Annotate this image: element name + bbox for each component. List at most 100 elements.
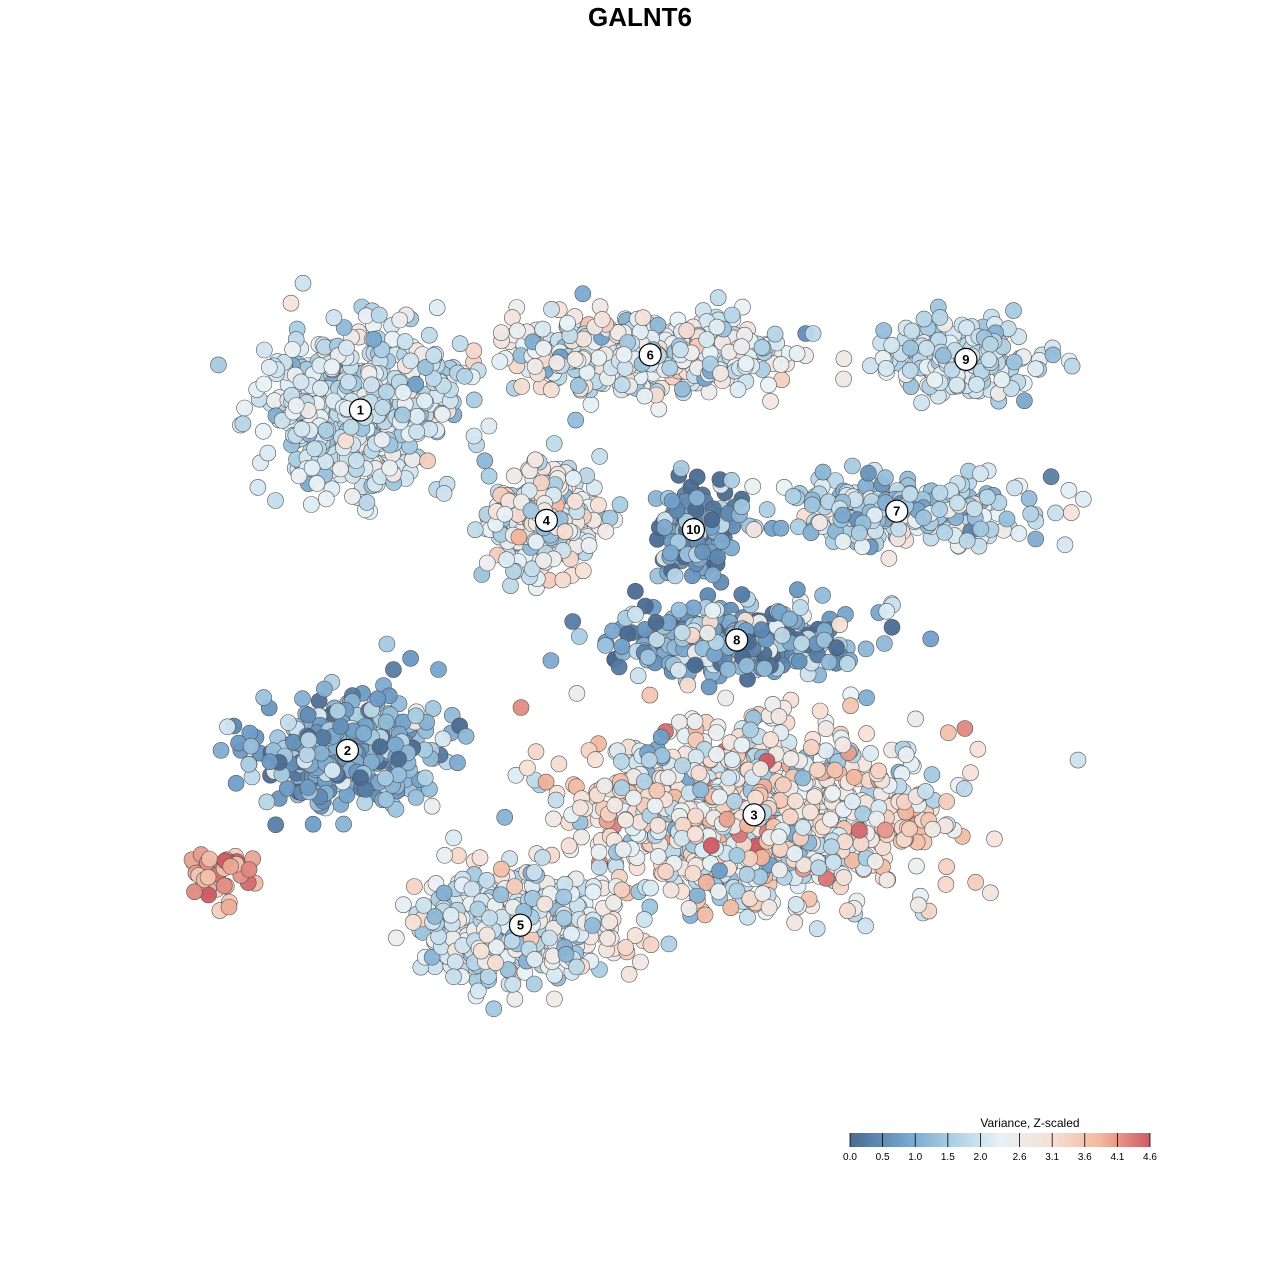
scatter-point: [720, 769, 738, 787]
scatter-point: [533, 474, 550, 492]
scatter-point: [918, 339, 935, 357]
scatter-point: [617, 939, 635, 956]
scatter-point: [502, 577, 519, 595]
scatter-point: [312, 744, 330, 762]
scatter-point: [652, 728, 670, 746]
scatter-point: [534, 849, 551, 866]
scatter-point: [627, 582, 644, 600]
scatter-point: [937, 876, 955, 893]
scatter-point: [794, 769, 812, 787]
scatter-point: [480, 417, 498, 435]
scatter-point: [834, 506, 851, 524]
scatter-point: [663, 492, 681, 510]
scatter-point: [923, 766, 941, 783]
scatter-point: [820, 653, 838, 671]
scatter-point: [850, 821, 868, 839]
scatter-point: [1020, 490, 1038, 507]
scatter-point: [568, 958, 585, 976]
scatter-point: [222, 858, 239, 875]
scatter-point: [451, 335, 469, 353]
scatter-point: [738, 866, 756, 883]
scatter-point: [317, 421, 335, 439]
scatter-point: [897, 746, 915, 764]
scatter-point: [613, 779, 631, 797]
scatter-point: [614, 841, 632, 858]
scatter-point: [814, 587, 831, 604]
scatter-point: [739, 908, 756, 926]
scatter-point: [702, 837, 720, 854]
scatter-point: [958, 532, 976, 550]
cluster-label: 9: [954, 347, 978, 371]
scatter-point: [790, 652, 808, 670]
chart-title: GALNT6: [588, 2, 692, 32]
scatter-point: [853, 538, 871, 555]
scatter-point: [590, 496, 607, 514]
scatter-point: [766, 325, 784, 343]
scatter-point: [342, 418, 360, 436]
scatter-point: [365, 330, 383, 348]
scatter-point: [726, 792, 743, 810]
scatter-point: [880, 550, 898, 567]
scatter-point: [292, 373, 310, 391]
scatter-point: [786, 845, 804, 862]
scatter-point: [293, 420, 311, 438]
scatter-point: [733, 498, 751, 516]
scatter-point: [282, 294, 300, 312]
scatter-point: [416, 392, 433, 410]
scatter-point: [597, 637, 614, 654]
scatter-point: [573, 828, 590, 846]
scatter-point: [688, 468, 706, 486]
scatter-point: [446, 953, 464, 971]
scatter-point: [469, 982, 487, 1000]
legend-tick-label: 3.1: [1045, 1152, 1059, 1163]
scatter-point: [465, 391, 483, 409]
scatter-point: [717, 689, 735, 707]
scatter-point: [648, 782, 666, 800]
scatter-point: [883, 336, 901, 354]
scatter-point: [519, 759, 536, 777]
scatter-point: [834, 736, 852, 754]
scatter-point: [574, 562, 592, 580]
legend-tick-label: 0.0: [843, 1152, 857, 1163]
scatter-point: [611, 496, 629, 514]
scatter-point: [527, 533, 545, 551]
scatter-point: [267, 492, 284, 509]
scatter-point: [498, 551, 515, 569]
scatter-point: [308, 475, 326, 492]
scatter-point: [982, 884, 999, 902]
scatter-point: [284, 341, 301, 358]
scatter-point: [302, 496, 320, 513]
scatter-point: [1010, 525, 1028, 542]
scatter-point: [435, 485, 453, 502]
scatter-point: [657, 863, 675, 880]
scatter-point: [472, 942, 490, 960]
scatter-point: [965, 500, 983, 518]
scatter-point: [317, 490, 335, 508]
scatter-point: [465, 342, 483, 360]
scatter-point: [700, 678, 718, 696]
scatter-point: [627, 606, 644, 623]
scatter-point: [723, 471, 740, 489]
scatter-point: [857, 640, 875, 658]
scatter-point: [674, 380, 691, 398]
cluster-label: 10: [681, 517, 706, 542]
cluster-label: 1: [348, 398, 373, 422]
scatter-point: [902, 339, 919, 357]
scatter-point: [824, 784, 842, 802]
scatter-point: [936, 524, 953, 541]
scatter-point: [666, 567, 684, 585]
scatter-point: [536, 895, 554, 913]
scatter-point: [634, 309, 652, 327]
scatter-point: [806, 788, 823, 806]
scatter-point: [816, 631, 833, 649]
scatter-point: [537, 773, 555, 791]
scatter-point: [556, 523, 574, 541]
scatter-point: [352, 769, 369, 787]
scatter-point: [504, 975, 522, 993]
scatter-point: [762, 392, 779, 410]
scatter-point: [781, 610, 799, 628]
scatter-point: [396, 333, 414, 350]
scatter-point: [760, 376, 777, 394]
scatter-point: [708, 746, 725, 763]
